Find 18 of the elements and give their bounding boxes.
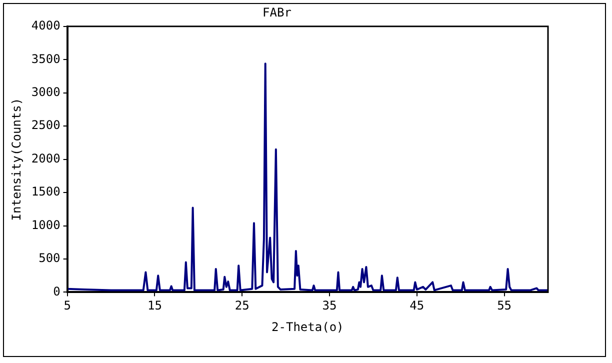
x-axis-title: 2-Theta(o) [272, 320, 344, 334]
y-tick-label: 1500 [31, 184, 60, 199]
y-tick-label: 0 [53, 284, 60, 298]
y-tick-label: 1000 [31, 218, 60, 232]
x-tick-label: 55 [497, 298, 512, 313]
y-tick-label: 500 [38, 251, 60, 266]
x-tick-label: 15 [147, 298, 162, 313]
y-tick-label: 4000 [31, 18, 60, 33]
y-tick-label: 3000 [31, 84, 60, 99]
y-tick-label: 2500 [31, 118, 60, 132]
chart-title: FABr [262, 5, 292, 20]
y-tick-label: 3500 [31, 52, 60, 66]
x-tick-label: 35 [322, 298, 337, 313]
y-axis-title: Intensity(Counts) [9, 98, 24, 221]
y-tick-label: 2000 [31, 151, 60, 166]
x-tick-label: 45 [410, 298, 424, 313]
x-tick-label: 5 [64, 298, 71, 313]
x-tick-label: 25 [234, 298, 250, 313]
